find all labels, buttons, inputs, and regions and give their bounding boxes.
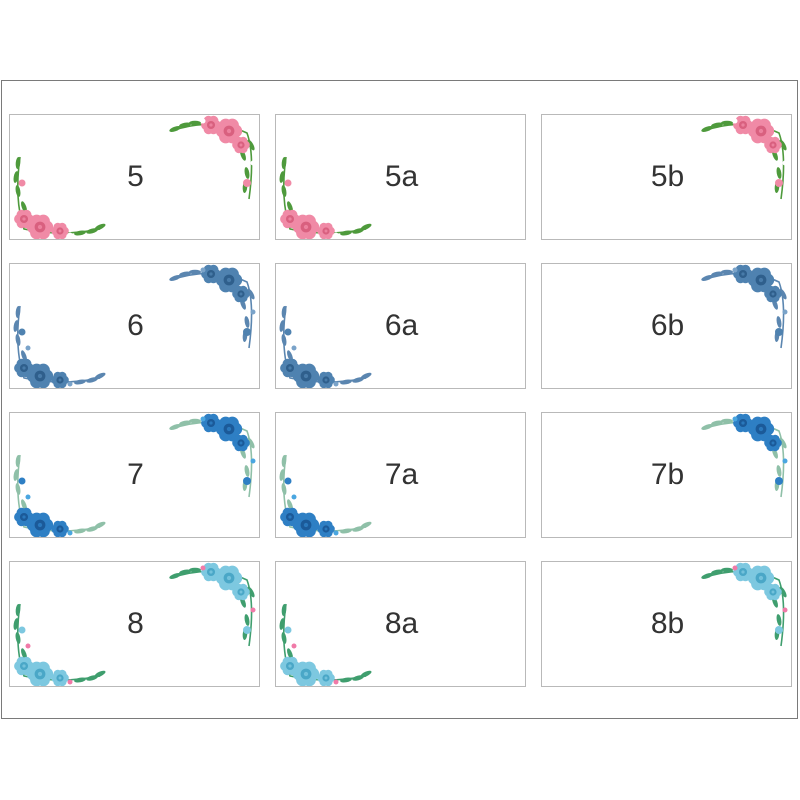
card-label-number: 8 [127, 607, 144, 640]
card-label-number: 7 [127, 458, 144, 491]
label-card: 8 [9, 561, 260, 687]
label-card: 7 [9, 412, 260, 538]
bottom-left-floral-corner-icon [276, 149, 372, 239]
label-sheet: 5 5a 5b 6 6a 6b 7 7a 7b 8 8a 8b [1, 80, 798, 719]
card-label-number: 8b [650, 607, 685, 640]
bottom-left-floral-corner-icon [10, 596, 106, 686]
label-card: 6b [541, 263, 792, 389]
bottom-left-floral-corner-icon [10, 298, 106, 388]
card-label-number: 8a [384, 607, 419, 640]
bottom-left-floral-corner-icon [10, 149, 106, 239]
top-right-floral-corner-icon [163, 562, 259, 654]
label-card: 5b [541, 114, 792, 240]
top-right-floral-corner-icon [163, 264, 259, 356]
top-right-floral-corner-icon [695, 115, 791, 207]
label-card: 6a [275, 263, 526, 389]
card-label-number: 6b [650, 309, 685, 342]
label-card: 5 [9, 114, 260, 240]
card-label-number: 5 [127, 160, 144, 193]
bottom-left-floral-corner-icon [276, 596, 372, 686]
bottom-left-floral-corner-icon [276, 447, 372, 537]
label-card: 5a [275, 114, 526, 240]
card-label-number: 5a [384, 160, 419, 193]
label-card: 6 [9, 263, 260, 389]
top-right-floral-corner-icon [695, 562, 791, 654]
card-label-number: 6 [127, 309, 144, 342]
top-right-floral-corner-icon [163, 413, 259, 505]
bottom-left-floral-corner-icon [276, 298, 372, 388]
label-card: 8a [275, 561, 526, 687]
top-right-floral-corner-icon [695, 264, 791, 356]
bottom-left-floral-corner-icon [10, 447, 106, 537]
top-right-floral-corner-icon [695, 413, 791, 505]
label-card: 8b [541, 561, 792, 687]
card-label-number: 6a [384, 309, 419, 342]
label-card: 7b [541, 412, 792, 538]
card-label-number: 7b [650, 458, 685, 491]
label-card: 7a [275, 412, 526, 538]
top-right-floral-corner-icon [163, 115, 259, 207]
card-label-number: 7a [384, 458, 419, 491]
card-label-number: 5b [650, 160, 685, 193]
